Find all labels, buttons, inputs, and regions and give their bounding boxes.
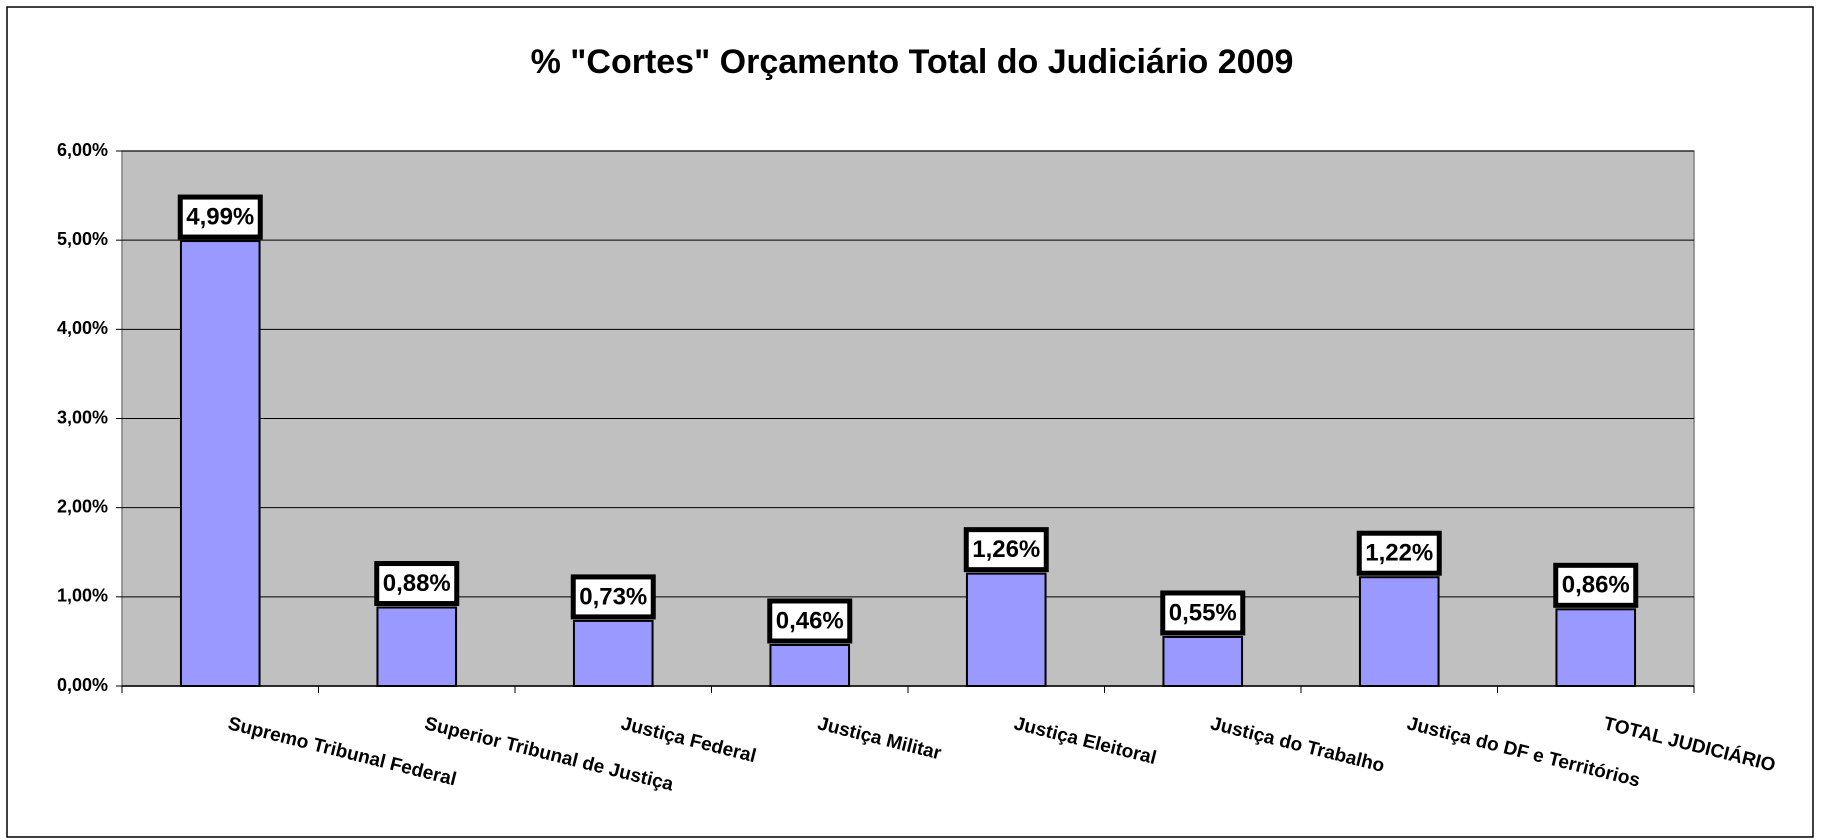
value-label: 0,46% [776, 607, 844, 634]
value-label: 1,26% [972, 536, 1040, 563]
y-tick-label: 6,00% [57, 140, 108, 160]
y-tick-label: 4,00% [57, 318, 108, 338]
value-label-box [177, 194, 263, 240]
bar [572, 619, 654, 687]
value-label: 0,86% [1562, 572, 1630, 599]
value-label: 0,73% [579, 583, 647, 610]
bar [965, 572, 1047, 688]
value-label-box [1160, 590, 1246, 636]
bar [1555, 608, 1637, 687]
bar [1162, 635, 1244, 687]
value-label-box [1356, 530, 1442, 576]
value-label: 4,99% [186, 203, 254, 230]
y-tick-label: 1,00% [57, 586, 108, 606]
y-tick-label: 0,00% [57, 675, 108, 695]
value-label-box [767, 598, 853, 644]
y-tick-label: 3,00% [57, 407, 108, 427]
bar [376, 606, 458, 687]
value-label: 1,22% [1365, 540, 1433, 567]
y-tick-label: 5,00% [57, 229, 108, 249]
value-label-box [570, 574, 656, 620]
value-label-box [1553, 562, 1639, 608]
value-label: 0,88% [383, 570, 451, 597]
value-label-box [963, 527, 1049, 573]
bar [1358, 576, 1440, 688]
chart-title: % "Cortes" Orçamento Total do Judiciário… [531, 43, 1294, 81]
bar [769, 643, 851, 688]
bar [179, 240, 261, 688]
value-label: 0,55% [1169, 599, 1237, 626]
value-label-box [374, 561, 460, 607]
y-tick-label: 2,00% [57, 496, 108, 516]
